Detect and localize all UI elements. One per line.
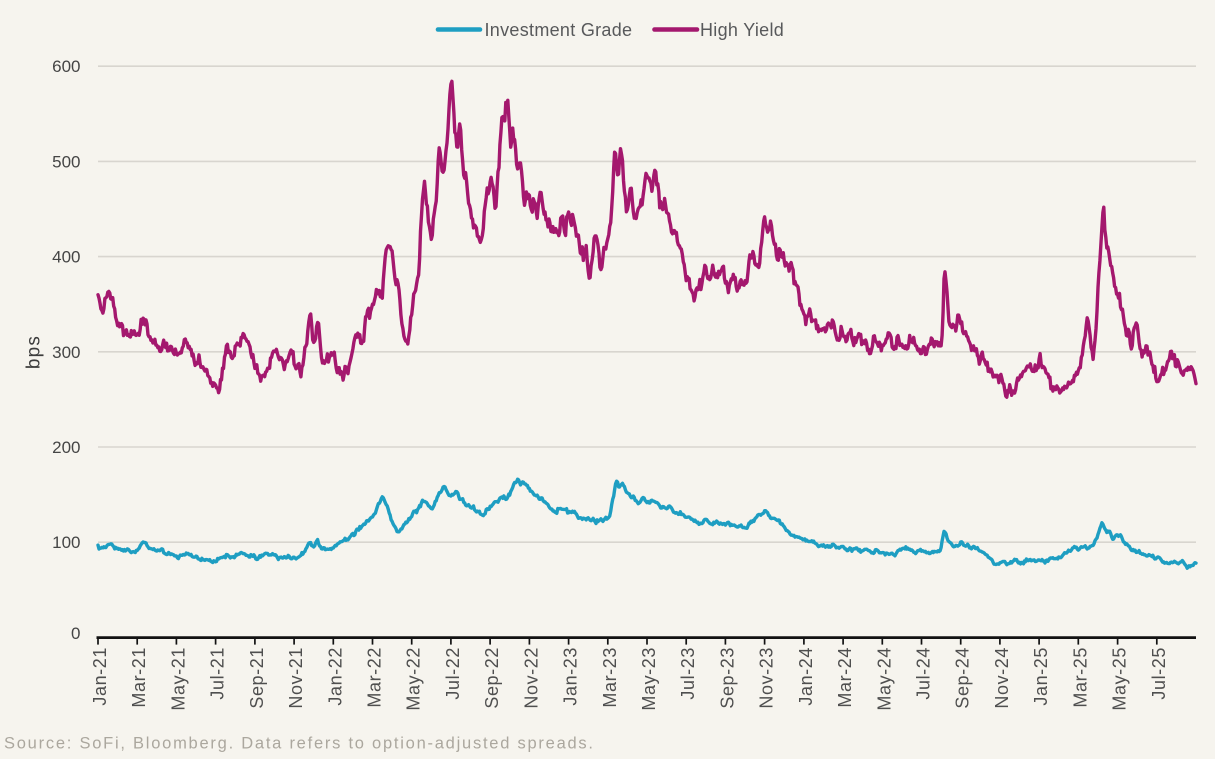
svg-text:Sep-21: Sep-21: [247, 647, 267, 709]
svg-text:100: 100: [52, 533, 80, 552]
svg-text:Nov-23: Nov-23: [757, 647, 777, 709]
svg-text:Jan-21: Jan-21: [90, 647, 110, 706]
svg-text:May-22: May-22: [404, 647, 424, 711]
svg-text:May-21: May-21: [168, 647, 188, 711]
svg-text:Jul-22: Jul-22: [443, 647, 463, 700]
svg-text:Mar-24: Mar-24: [835, 647, 855, 708]
svg-text:Jan-24: Jan-24: [796, 647, 816, 706]
svg-text:Jul-24: Jul-24: [914, 647, 934, 700]
svg-text:May-23: May-23: [639, 647, 659, 711]
svg-text:500: 500: [52, 152, 80, 171]
svg-text:600: 600: [52, 57, 80, 76]
svg-text:Jul-21: Jul-21: [208, 647, 228, 700]
svg-text:Sep-24: Sep-24: [953, 647, 973, 709]
svg-text:200: 200: [52, 438, 80, 457]
svg-text:bps: bps: [24, 335, 45, 369]
svg-text:400: 400: [52, 248, 80, 267]
svg-text:Investment Grade: Investment Grade: [485, 20, 633, 40]
svg-text:High Yield: High Yield: [700, 20, 784, 40]
svg-text:Jan-23: Jan-23: [561, 647, 581, 706]
svg-text:Nov-21: Nov-21: [286, 647, 306, 709]
svg-text:Mar-23: Mar-23: [600, 647, 620, 708]
svg-text:Jul-25: Jul-25: [1149, 647, 1169, 700]
svg-text:May-25: May-25: [1110, 647, 1130, 711]
svg-text:300: 300: [52, 343, 80, 362]
svg-text:Jan-22: Jan-22: [325, 647, 345, 706]
svg-text:Nov-22: Nov-22: [521, 647, 541, 709]
svg-text:Sep-22: Sep-22: [482, 647, 502, 709]
svg-text:May-24: May-24: [874, 647, 894, 711]
svg-text:Mar-22: Mar-22: [365, 647, 385, 708]
svg-text:Jan-25: Jan-25: [1031, 647, 1051, 706]
svg-text:Jul-23: Jul-23: [678, 647, 698, 700]
svg-text:Sep-23: Sep-23: [717, 647, 737, 709]
svg-text:Mar-21: Mar-21: [129, 647, 149, 708]
svg-text:Mar-25: Mar-25: [1070, 647, 1090, 708]
svg-text:Nov-24: Nov-24: [992, 647, 1012, 709]
svg-text:Source: SoFi, Bloomberg. Data: Source: SoFi, Bloomberg. Data refers to …: [4, 735, 595, 753]
svg-text:0: 0: [71, 624, 80, 643]
